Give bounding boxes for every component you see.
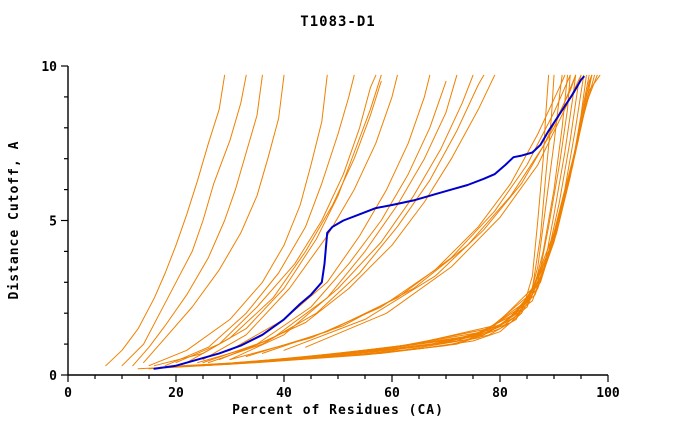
x-axis-label: Percent of Residues (CA) — [232, 403, 444, 418]
model-20-line — [283, 74, 577, 351]
y-tick-label: 0 — [49, 369, 57, 384]
model-09-line — [186, 80, 382, 364]
model-31-line — [234, 74, 590, 364]
chart-title: T1083-D1 — [300, 14, 375, 30]
model-04-line — [143, 74, 285, 364]
plot-axes — [61, 65, 609, 382]
model-22-line — [137, 74, 550, 370]
model-06-line — [164, 74, 355, 367]
model-13-line — [218, 74, 458, 361]
y-tick-label: 10 — [41, 60, 57, 75]
model-29-line — [213, 74, 585, 365]
x-tick-label: 0 — [64, 386, 72, 401]
model-curves — [105, 74, 601, 370]
model-07-line — [175, 74, 377, 364]
model-16-line — [197, 74, 496, 364]
model-03-line — [132, 74, 263, 367]
model-12-line — [202, 80, 447, 364]
y-axis-label: Distance Cutoff, A — [7, 141, 22, 300]
model-37-line — [299, 74, 601, 359]
model-05-line — [148, 74, 328, 367]
model-28-line — [202, 74, 582, 367]
model-19-line — [261, 74, 577, 354]
x-tick-label: 80 — [492, 386, 508, 401]
model-01-line — [105, 74, 226, 367]
highlighted-model-line — [153, 75, 585, 370]
model-18-line — [245, 74, 571, 357]
axis-tick-labels: 0 20 40 60 80 100 0 5 10 — [41, 60, 620, 401]
model-10-line — [202, 74, 398, 361]
x-tick-label: 60 — [384, 386, 400, 401]
model-02-line — [121, 74, 247, 367]
model-34-line — [267, 74, 593, 362]
model-35-line — [278, 74, 595, 361]
x-tick-label: 100 — [596, 386, 620, 401]
x-tick-label: 20 — [168, 386, 184, 401]
model-21-line — [305, 74, 582, 348]
model-11-line — [175, 74, 431, 367]
y-tick-label: 5 — [49, 215, 57, 230]
x-tick-label: 40 — [276, 386, 292, 401]
